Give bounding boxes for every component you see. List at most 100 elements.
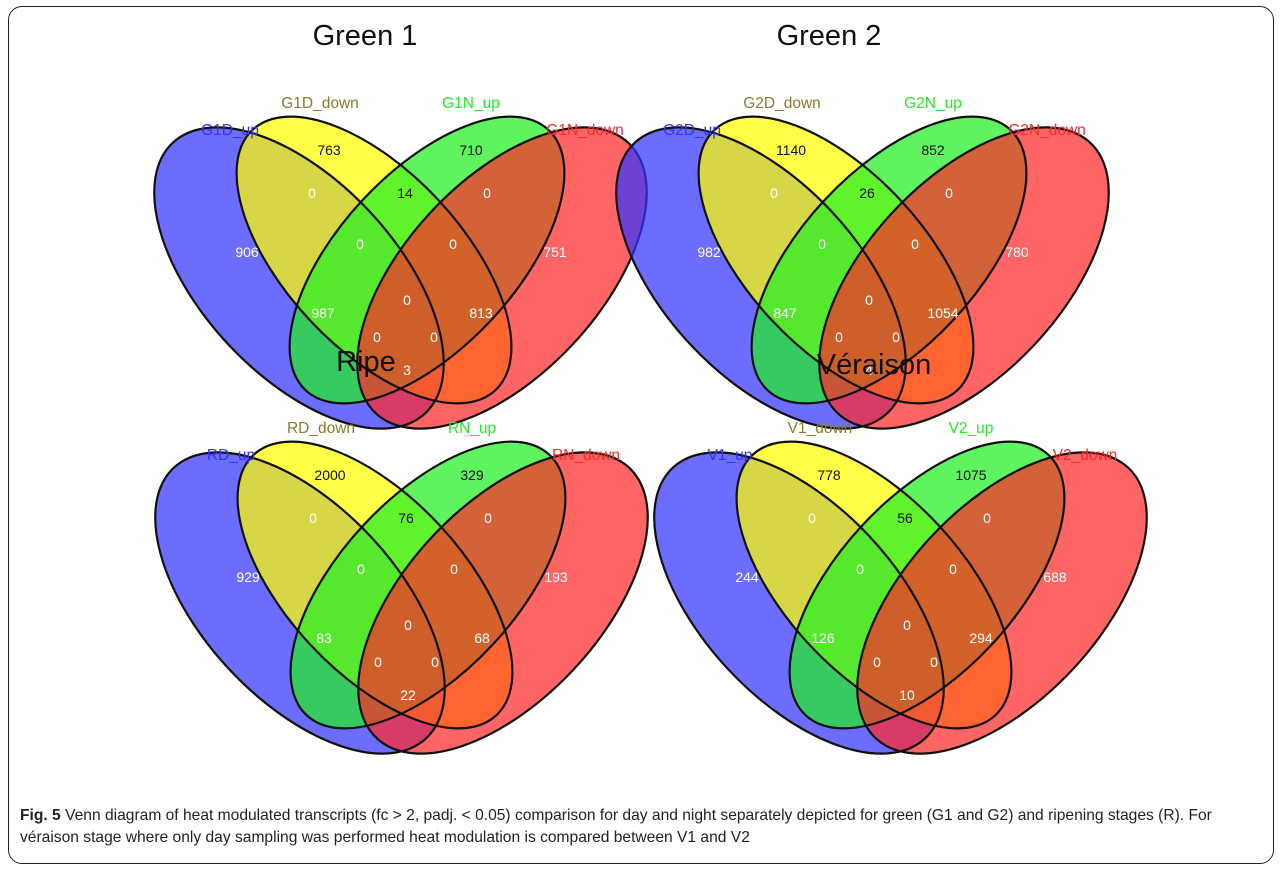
venn-region-ad-count: 10: [899, 687, 915, 703]
venn-set-label: V1_down: [788, 420, 853, 437]
venn-region-bd-count: 813: [469, 305, 493, 321]
venn-region-b-count: 1140: [776, 142, 806, 158]
venn-set-4-ellipse: [357, 127, 647, 429]
venn-region-acd-count: 0: [835, 329, 843, 345]
venn-set-4-ellipse: [819, 127, 1109, 429]
caption-label: Fig. 5: [20, 807, 61, 824]
venn-set-4-ellipse: [358, 452, 648, 754]
venn-region-abd-count: 0: [430, 329, 438, 345]
venn-set-4-ellipse: [857, 452, 1147, 754]
venn-region-abd-count: 0: [431, 654, 439, 670]
venn-region-bc-count: 76: [398, 510, 414, 526]
venn-set-label: G2D_up: [663, 122, 721, 139]
venn-region-a-count: 244: [735, 569, 759, 585]
venn-title: Ripe: [336, 346, 396, 378]
venn-region-d-count: 193: [544, 569, 568, 585]
venn-set-4-outline: [356, 126, 648, 430]
venn-set-label: RD_down: [287, 420, 355, 437]
venn-region-bd-count: 68: [474, 630, 490, 646]
venn-region-acd-count: 0: [873, 654, 881, 670]
venn-set-label: G2N_down: [1008, 122, 1086, 139]
venn-region-bc-count: 56: [897, 510, 913, 526]
venn-region-ac-count: 987: [311, 305, 335, 321]
venn-set-label: V2_down: [1053, 447, 1118, 464]
venn-set-1-outline: [615, 126, 907, 430]
venn-panel-1: Green 1 G1D_up G1D_down G1N_up G1N_down 906 76…: [153, 20, 648, 430]
venn-region-abcd-count: 0: [404, 617, 412, 633]
venn-region-ac-count: 847: [773, 305, 797, 321]
venn-set-3-outline: [750, 115, 1028, 405]
venn-region-acd-count: 0: [373, 329, 381, 345]
venn-region-cd-count: 0: [983, 510, 991, 526]
venn-region-ac-count: 126: [811, 630, 835, 646]
venn-set-label: RD_up: [207, 447, 255, 464]
venn-region-bc-count: 14: [397, 185, 413, 201]
venn-set-3-outline: [289, 440, 567, 730]
venn-region-acd-count: 0: [374, 654, 382, 670]
venn-title: Véraison: [817, 349, 931, 381]
venn-region-abcd-count: 0: [903, 617, 911, 633]
venn-set-label: RN_up: [448, 420, 496, 437]
venn-set-1-outline: [153, 126, 445, 430]
venn-region-abc-count: 0: [356, 236, 364, 252]
venn-region-ab-count: 0: [309, 510, 317, 526]
venn-region-b-count: 2000: [314, 467, 345, 483]
venn-panel-2: Green 2 G2D_up G2D_down G2N_up G2N_down 982 11…: [615, 20, 1110, 430]
venn-set-1-outline: [154, 451, 446, 755]
caption-text: Venn diagram of heat modulated transcrip…: [20, 807, 1212, 846]
venn-region-bd-count: 294: [969, 630, 993, 646]
venn-region-c-count: 1075: [955, 467, 986, 483]
venn-region-a-count: 982: [697, 244, 721, 260]
venn-region-cd-count: 0: [483, 185, 491, 201]
venn-region-cd-count: 0: [484, 510, 492, 526]
venn-set-label: G2D_down: [743, 95, 821, 112]
venn-region-d-count: 751: [543, 244, 567, 260]
venn-set-4-outline: [818, 126, 1110, 430]
venn-region-bd-count: 1054: [927, 305, 958, 321]
venn-region-c-count: 852: [921, 142, 945, 158]
venn-region-bcd-count: 0: [911, 236, 919, 252]
venn-diagram-grid: Green 1 G1D_up G1D_down G1N_up G1N_down 906 76…: [153, 20, 1148, 755]
venn-set-4-outline: [357, 451, 649, 755]
venn-set-3-outline: [288, 115, 566, 405]
venn-set-label: G1N_up: [442, 95, 500, 112]
venn-region-bc-count: 26: [859, 185, 875, 201]
venn-set-label: G2N_up: [904, 95, 962, 112]
venn-region-ab-count: 0: [770, 185, 778, 201]
venn-region-a-count: 929: [236, 569, 260, 585]
venn-region-abcd-count: 0: [403, 292, 411, 308]
figure-caption: Fig. 5 Venn diagram of heat modulated tr…: [20, 805, 1265, 849]
venn-region-b-count: 763: [317, 142, 341, 158]
venn-region-ad-count: 3: [403, 362, 411, 378]
venn-region-ad-count: 4: [865, 362, 873, 378]
venn-region-ad-count: 22: [400, 687, 416, 703]
venn-title: Green 2: [777, 20, 882, 52]
venn-panel-4: Véraison V1_up V1_down V2_up V2_down 244 778 10…: [653, 349, 1148, 755]
venn-set-2-outline: [236, 440, 514, 730]
venn-region-abc-count: 0: [818, 236, 826, 252]
venn-set-label: G1N_down: [546, 122, 624, 139]
venn-region-abc-count: 0: [357, 561, 365, 577]
venn-region-b-count: 778: [817, 467, 841, 483]
venn-set-4-outline: [856, 451, 1148, 755]
venn-region-c-count: 710: [459, 142, 483, 158]
venn-region-ac-count: 83: [316, 630, 332, 646]
venn-region-d-count: 780: [1005, 244, 1029, 260]
venn-region-abd-count: 0: [930, 654, 938, 670]
venn-set-2-outline: [697, 115, 975, 405]
venn-panel-3: Ripe RD_up RD_down RN_up RN_down 929 2000 329 19…: [154, 346, 649, 755]
venn-region-c-count: 329: [460, 467, 484, 483]
venn-set-label: V2_up: [949, 420, 994, 437]
venn-set-label: V1_up: [708, 447, 753, 464]
venn-region-ab-count: 0: [808, 510, 816, 526]
venn-set-label: G1D_up: [201, 122, 259, 139]
venn-title: Green 1: [313, 20, 418, 52]
venn-region-abcd-count: 0: [865, 292, 873, 308]
venn-region-a-count: 906: [235, 244, 259, 260]
venn-set-label: G1D_down: [281, 95, 359, 112]
venn-set-2-outline: [735, 440, 1013, 730]
venn-region-d-count: 688: [1043, 569, 1067, 585]
venn-region-bcd-count: 0: [949, 561, 957, 577]
venn-set-3-outline: [788, 440, 1066, 730]
venn-set-2-outline: [235, 115, 513, 405]
